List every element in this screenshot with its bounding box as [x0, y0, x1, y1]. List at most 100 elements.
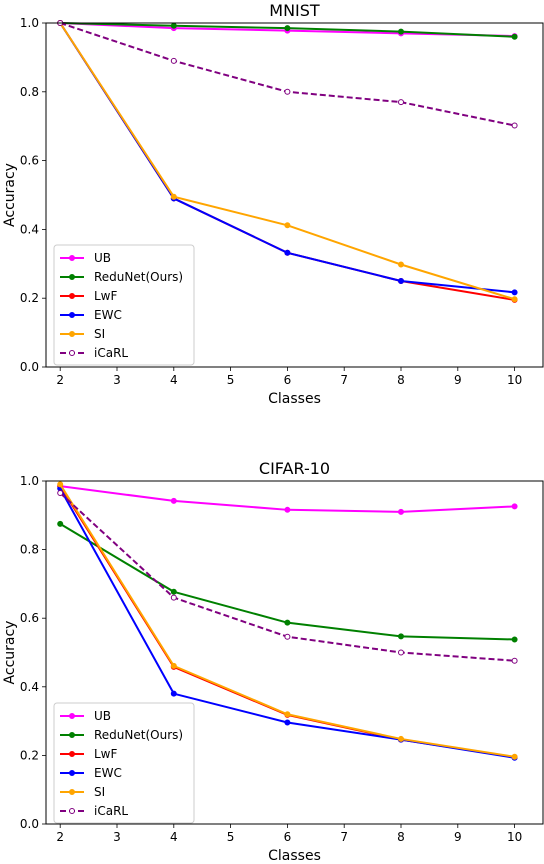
data-point — [398, 735, 404, 742]
x-tick-label: 8 — [397, 373, 405, 387]
data-point — [511, 753, 518, 760]
x-tick-label: 2 — [56, 830, 64, 844]
series-iCaRL — [57, 490, 518, 664]
x-tick-label: 9 — [454, 830, 462, 844]
x-tick-label: 4 — [170, 373, 178, 387]
legend-label: LwF — [94, 747, 118, 761]
data-point — [398, 261, 404, 268]
y-tick-label: 0.0 — [20, 360, 39, 374]
series-SI — [57, 481, 518, 760]
y-tick-label: 0.8 — [20, 85, 39, 99]
y-tick-label: 0.6 — [20, 611, 39, 625]
series-SI — [57, 20, 518, 303]
legend-marker — [69, 732, 75, 738]
data-point — [398, 28, 404, 35]
legend: UB ReduNet(Ours) LwF EWC SI iCaRL — [53, 244, 195, 366]
y-axis-label: Accuracy — [2, 163, 18, 227]
x-tick-label: 3 — [113, 373, 121, 387]
data-point — [511, 296, 518, 303]
data-point — [284, 222, 291, 229]
chart-title: CIFAR-10 — [259, 459, 330, 478]
x-tick-label: 8 — [397, 830, 405, 844]
legend-entry: ReduNet(Ours) — [60, 728, 183, 742]
data-point — [398, 99, 404, 106]
y-tick-label: 0.8 — [20, 543, 39, 557]
data-point — [511, 503, 518, 510]
data-point — [170, 57, 177, 64]
data-point — [398, 633, 404, 640]
chart-2: CIFAR-10 2 3 4 5 6 7 8 9 10 0.0 0.2 0.4 0.6 0.8 1.0 Clas… — [2, 459, 544, 864]
series-iCaRL — [57, 20, 518, 129]
legend-entry: UB — [60, 709, 111, 723]
legend-label: SI — [94, 785, 105, 799]
legend-label: iCaRL — [94, 804, 128, 818]
x-tick-label: 2 — [56, 373, 64, 387]
x-tick-label: 4 — [170, 830, 178, 844]
data-point — [284, 25, 291, 32]
data-point — [170, 193, 177, 200]
x-tick-label: 5 — [227, 830, 235, 844]
data-point — [284, 633, 291, 640]
x-tick-label: 10 — [507, 830, 522, 844]
series-line — [59, 22, 515, 127]
data-point — [170, 22, 177, 29]
data-point — [284, 88, 291, 95]
legend-marker — [69, 293, 75, 299]
data-point — [170, 588, 177, 595]
legend-entry: LwF — [60, 289, 118, 303]
data-point — [398, 278, 404, 284]
x-tick-label: 10 — [507, 373, 522, 387]
data-point — [511, 657, 518, 664]
data-point — [57, 490, 64, 497]
x-tick-label: 5 — [227, 373, 235, 387]
y-tick-label: 0.6 — [20, 154, 39, 168]
legend-entry: EWC — [60, 766, 122, 780]
data-point — [57, 481, 64, 488]
plot-frame — [45, 22, 544, 368]
data-point — [57, 520, 64, 527]
legend-label: ReduNet(Ours) — [94, 728, 183, 742]
legend-entry: SI — [60, 785, 105, 799]
y-tick-label: 0.2 — [20, 748, 39, 762]
legend-label: EWC — [94, 766, 122, 780]
legend-box — [53, 702, 195, 824]
x-axis-label: Classes — [268, 848, 321, 864]
data-point — [170, 662, 177, 669]
legend-marker — [69, 808, 75, 814]
plot-frame — [45, 480, 544, 825]
legend-label: EWC — [94, 308, 122, 322]
x-tick-label: 6 — [284, 830, 292, 844]
data-point — [511, 289, 518, 296]
legend-entry: SI — [60, 327, 105, 341]
x-tick-label: 6 — [284, 373, 292, 387]
x-tick-label: 7 — [340, 373, 348, 387]
legend-label: LwF — [94, 289, 118, 303]
y-axis-label: Accuracy — [2, 621, 18, 685]
data-point — [284, 619, 291, 626]
data-point — [170, 690, 177, 697]
data-point — [284, 711, 291, 718]
legend: UB ReduNet(Ours) LwF EWC SI iCaRL — [53, 702, 195, 824]
legend-entry: iCaRL — [60, 346, 128, 360]
data-point — [398, 508, 404, 515]
legend-marker — [69, 789, 75, 795]
x-tick-label: 9 — [454, 373, 462, 387]
data-point — [284, 719, 291, 726]
legend-label: SI — [94, 327, 105, 341]
data-point — [170, 497, 177, 504]
x-tick-label: 3 — [113, 830, 121, 844]
x-tick-label: 7 — [340, 830, 348, 844]
y-tick-label: 1.0 — [20, 474, 39, 488]
y-tick-label: 0.0 — [20, 817, 39, 831]
legend-entry: ReduNet(Ours) — [60, 270, 183, 284]
legend-marker — [69, 255, 75, 261]
legend-entry: UB — [60, 251, 111, 265]
legend-label: UB — [94, 709, 111, 723]
legend-label: iCaRL — [94, 346, 128, 360]
legend-marker — [69, 770, 75, 776]
legend-marker — [69, 751, 75, 757]
legend-box — [53, 244, 195, 366]
y-tick-label: 1.0 — [20, 16, 39, 30]
legend-marker — [69, 274, 75, 280]
